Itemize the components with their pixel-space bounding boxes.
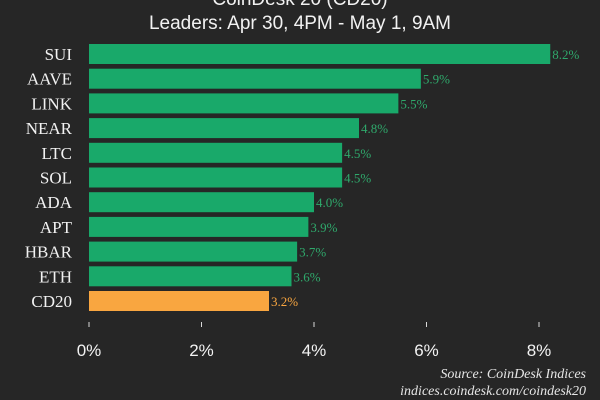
- x-axis: 0% 2% 4% 6% 8%: [77, 322, 552, 360]
- value-label-hbar: 3.7%: [299, 245, 326, 260]
- value-label-eth: 3.6%: [294, 269, 321, 284]
- x-tick-label: 2%: [189, 341, 214, 360]
- category-label-eth: ETH: [39, 267, 72, 286]
- category-label-link: LINK: [31, 94, 72, 113]
- category-label-cd20: CD20: [31, 292, 72, 311]
- source-block: Source: CoinDesk Indices indices.coindes…: [400, 366, 586, 400]
- value-label-ada: 4.0%: [316, 195, 343, 210]
- bar-hbar: [89, 241, 298, 262]
- bar-aave: [89, 68, 421, 89]
- category-label-hbar: HBAR: [25, 243, 73, 262]
- chart-title-block: CoinDesk 20 (CD20) Leaders: Apr 30, 4PM …: [0, 0, 600, 36]
- category-label-aave: AAVE: [27, 70, 72, 89]
- x-tick-label: 6%: [414, 341, 439, 360]
- bar-eth: [89, 266, 292, 287]
- source-text: Source: CoinDesk Indices: [440, 367, 586, 382]
- category-label-near: NEAR: [26, 119, 73, 138]
- bar-cd20: [89, 291, 269, 311]
- bar-near: [89, 118, 359, 139]
- value-label-cd20: 3.2%: [271, 294, 298, 309]
- value-label-aave: 5.9%: [423, 72, 450, 87]
- category-label-sui: SUI: [45, 45, 73, 64]
- bar-ltc: [89, 142, 343, 163]
- bar-sol: [89, 167, 343, 188]
- chart-subtitle: Leaders: Apr 30, 4PM - May 1, 9AM: [148, 13, 452, 34]
- category-label-sol: SOL: [40, 169, 72, 188]
- category-label-apt: APT: [40, 218, 73, 237]
- x-tick-label: 0%: [77, 341, 102, 360]
- value-label-link: 5.5%: [400, 96, 427, 111]
- x-tick-label: 8%: [527, 341, 552, 360]
- source-url: indices.coindesk.com/coindesk20: [400, 384, 586, 399]
- value-label-sol: 4.5%: [344, 171, 371, 186]
- value-label-apt: 3.9%: [310, 220, 337, 235]
- category-label-ltc: LTC: [41, 144, 72, 163]
- chart-title: CoinDesk 20 (CD20): [0, 0, 600, 12]
- value-label-ltc: 4.5%: [344, 146, 371, 161]
- x-tick-label: 4%: [302, 341, 327, 360]
- bars-group: SUI 8.2% AAVE 5.9% LINK 5.5% NEAR 4.8% LTC 4.5% SO…: [25, 44, 580, 311]
- bar-apt: [89, 216, 309, 237]
- bar-sui: [89, 44, 551, 64]
- bar-ada: [89, 192, 314, 213]
- bar-link: [89, 93, 399, 114]
- value-label-near: 4.8%: [361, 121, 388, 136]
- category-label-ada: ADA: [35, 193, 73, 212]
- value-label-sui: 8.2%: [552, 47, 579, 62]
